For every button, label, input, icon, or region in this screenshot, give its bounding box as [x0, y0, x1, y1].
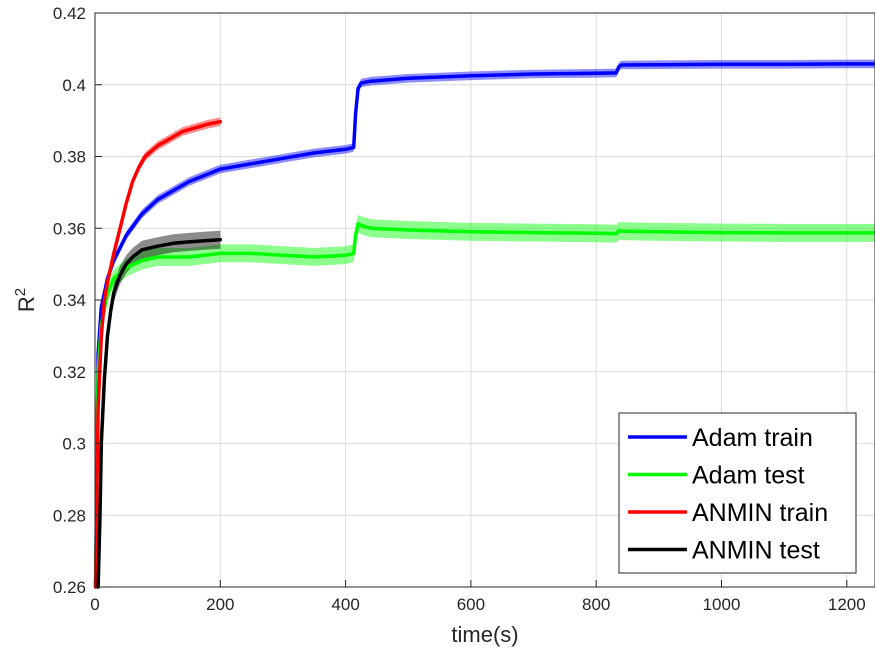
series-lines	[93, 62, 875, 589]
y-tick-label: 0.28	[53, 506, 86, 525]
series-band	[95, 117, 221, 588]
y-tick-label: 0.34	[53, 291, 86, 310]
y-tick-label: 0.42	[53, 4, 86, 23]
confidence-bands	[95, 59, 875, 588]
x-axis-label: time(s)	[451, 622, 518, 647]
x-axis-ticks: 0 200 400 600 800 1000 1200	[90, 580, 866, 614]
series-line	[96, 237, 223, 589]
y-tick-label: 0.3	[62, 435, 86, 454]
series-line	[93, 222, 875, 589]
y-tick-label: 0.38	[53, 148, 86, 167]
y-tick-label: 0.32	[53, 363, 86, 382]
y-tick-label: 0.4	[62, 76, 86, 95]
legend-entry: Adam train	[692, 424, 813, 452]
legend: Adam train Adam test ANMIN train ANMIN test	[618, 412, 857, 574]
y-axis-label: R2	[12, 288, 39, 312]
legend-entry: Adam test	[692, 462, 805, 490]
y-axis-ticks: 0.26 0.28 0.3 0.32 0.34 0.36 0.38 0.4 0.42	[53, 4, 102, 597]
series-band	[95, 215, 875, 587]
x-tick-label: 400	[331, 595, 359, 614]
x-tick-label: 1200	[828, 595, 866, 614]
x-tick-label: 800	[582, 595, 610, 614]
y-axis-label-superscript: 2	[12, 288, 29, 296]
y-tick-label: 0.36	[53, 219, 86, 238]
grid	[94, 12, 875, 588]
y-tick-label: 0.26	[53, 578, 86, 597]
x-tick-label: 600	[457, 595, 485, 614]
legend-box	[618, 412, 857, 574]
y-axis-label-base: R	[14, 296, 39, 312]
series-line	[93, 119, 223, 589]
x-tick-label: 200	[206, 595, 234, 614]
legend-entry: ANMIN train	[692, 499, 828, 527]
x-tick-label: 0	[90, 595, 99, 614]
legend-entry: ANMIN test	[692, 537, 820, 565]
x-tick-label: 1000	[703, 595, 741, 614]
series-line	[93, 62, 875, 589]
